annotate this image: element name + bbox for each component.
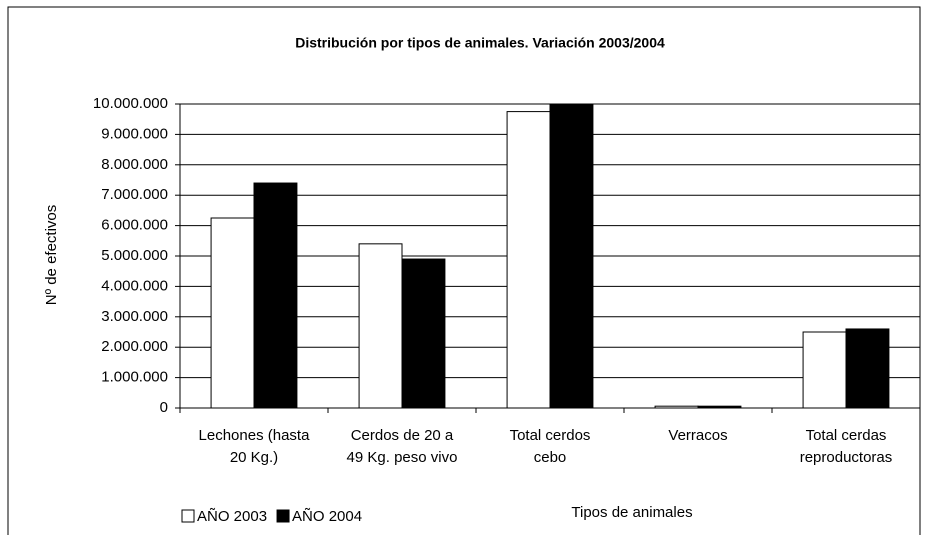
bar [654, 405, 699, 409]
chart-border [7, 6, 921, 535]
bar [506, 111, 551, 409]
bar [210, 217, 255, 409]
x-tick-label-line: Lechones (hasta [199, 427, 311, 444]
bar [697, 405, 742, 409]
x-tick-label: Total cerdos cebo [510, 427, 591, 466]
bar [845, 328, 890, 409]
bar [549, 103, 594, 409]
chart-title: Distribución por tipos de animales. Vari… [295, 35, 665, 51]
y-tick-label: 1.000.000 [101, 369, 168, 386]
bar [358, 243, 403, 409]
y-tick-label: 9.000.000 [101, 125, 168, 142]
x-tick-label: Cerdos de 20 a 49 Kg. peso vivo [347, 427, 458, 466]
y-tick-label: 6.000.000 [101, 217, 168, 234]
y-tick-label: 4.000.000 [101, 277, 168, 294]
x-tick-label-line: Verracos [668, 427, 727, 444]
x-tick-label-line: Total cerdos [510, 427, 591, 444]
x-tick-label-line: 20 Kg.) [230, 449, 278, 466]
y-axis-label: Nº de efectivos [43, 205, 60, 306]
bar [253, 182, 298, 409]
x-tick-label: Lechones (hasta 20 Kg.) [199, 427, 311, 466]
x-tick-label-line: 49 Kg. peso vivo [347, 449, 458, 466]
legend-label: AÑO 2003 [197, 508, 267, 525]
x-tick-label-line: cebo [534, 449, 567, 466]
y-tick-label: 7.000.000 [101, 186, 168, 203]
legend-swatch [181, 509, 195, 523]
x-tick-label: Total cerdas reproductoras [800, 427, 893, 466]
legend-label: AÑO 2004 [292, 508, 362, 525]
x-axis-label: Tipos de animales [571, 504, 692, 521]
y-tick-label: 8.000.000 [101, 156, 168, 173]
legend-swatch [276, 509, 290, 523]
y-tick-label: 3.000.000 [101, 308, 168, 325]
x-tick-label-line: Cerdos de 20 a [351, 427, 454, 444]
y-tick-label: 10.000.000 [93, 95, 168, 112]
x-tick-label-line: Total cerdas [806, 427, 887, 444]
bar [802, 331, 847, 409]
y-tick-label: 2.000.000 [101, 338, 168, 355]
y-tick-label: 5.000.000 [101, 247, 168, 264]
y-tick-label: 0 [160, 399, 168, 416]
x-tick-label-line: reproductoras [800, 449, 893, 466]
bar [401, 258, 446, 409]
x-tick-label: Verracos [668, 427, 727, 444]
